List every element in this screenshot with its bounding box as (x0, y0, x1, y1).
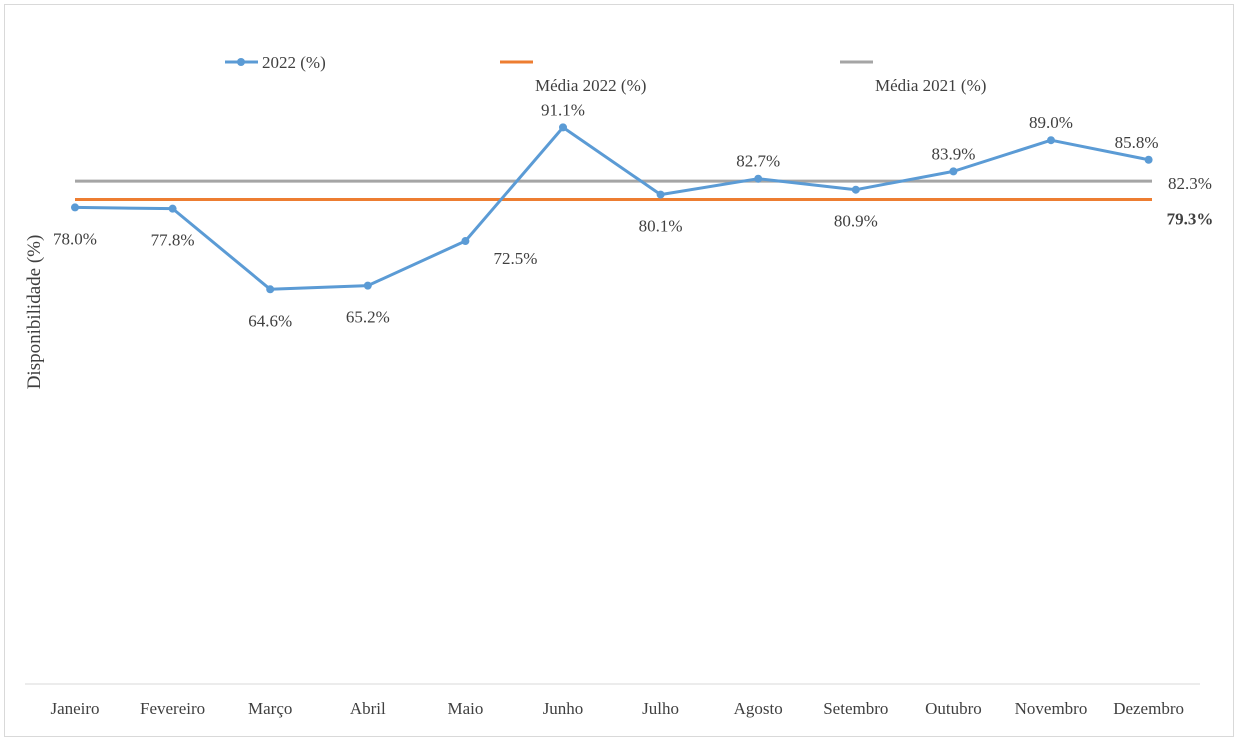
reference-line-label-0: 79.3% (1167, 209, 1214, 228)
data-label: 72.5% (493, 249, 537, 268)
data-point (71, 203, 79, 212)
data-point (851, 185, 860, 194)
data-label: 85.8% (1115, 133, 1159, 152)
legend: 2022 (%) Média 2022 (%) Média 2021 (%) (225, 53, 986, 95)
data-point (754, 174, 763, 183)
x-tick-label: Março (248, 699, 292, 718)
data-point (168, 204, 177, 213)
data-label: 82.7% (736, 152, 780, 171)
data-point (363, 281, 372, 290)
x-tick-label: Abril (350, 699, 386, 718)
data-point (1047, 136, 1055, 145)
data-label: 83.9% (931, 144, 975, 163)
series-group: 78.0% 77.8% 64.6% 65.2% 72.5% 91.1% 80.1% 82.7%… (53, 100, 1159, 330)
data-point (656, 190, 665, 199)
x-tick-label: Fevereiro (140, 699, 205, 718)
data-label: 80.9% (834, 212, 878, 231)
y-axis-label: Disponibilidade (%) (24, 235, 45, 390)
legend-label-ref-1: Média 2021 (%) (875, 76, 986, 95)
data-label: 77.8% (151, 231, 195, 250)
x-tick-label: Junho (543, 699, 584, 718)
data-label: 64.6% (248, 311, 292, 330)
data-label: 65.2% (346, 308, 390, 327)
x-axis-ticks: Janeiro Fevereiro Março Abril Maio Junho Julho… (50, 699, 1184, 718)
data-point (949, 167, 958, 176)
x-tick-label: Janeiro (50, 699, 99, 718)
data-label: 89.0% (1029, 113, 1073, 132)
x-tick-label: Maio (447, 699, 483, 718)
data-label: 91.1% (541, 100, 585, 119)
x-tick-label: Dezembro (1113, 699, 1184, 718)
legend-label-ref-0: Média 2022 (%) (535, 76, 646, 95)
chart-frame (4, 4, 1234, 737)
x-tick-label: Setembro (823, 699, 888, 718)
x-tick-label: Novembro (1015, 699, 1088, 718)
legend-label-series: 2022 (%) (262, 53, 326, 72)
reference-line-label-1: 82.3% (1168, 174, 1212, 193)
x-tick-label: Agosto (734, 699, 783, 718)
data-label: 78.0% (53, 229, 97, 248)
legend-marker (237, 58, 245, 66)
data-label: 80.1% (639, 217, 683, 236)
data-point (461, 237, 470, 246)
x-tick-label: Outubro (925, 699, 982, 718)
reference-lines: 79.3% 82.3% (75, 174, 1213, 228)
x-tick-label: Julho (642, 699, 679, 718)
data-point (559, 123, 567, 132)
series-line-0 (74, 125, 1149, 291)
data-point (266, 285, 275, 294)
data-point (1144, 155, 1153, 164)
